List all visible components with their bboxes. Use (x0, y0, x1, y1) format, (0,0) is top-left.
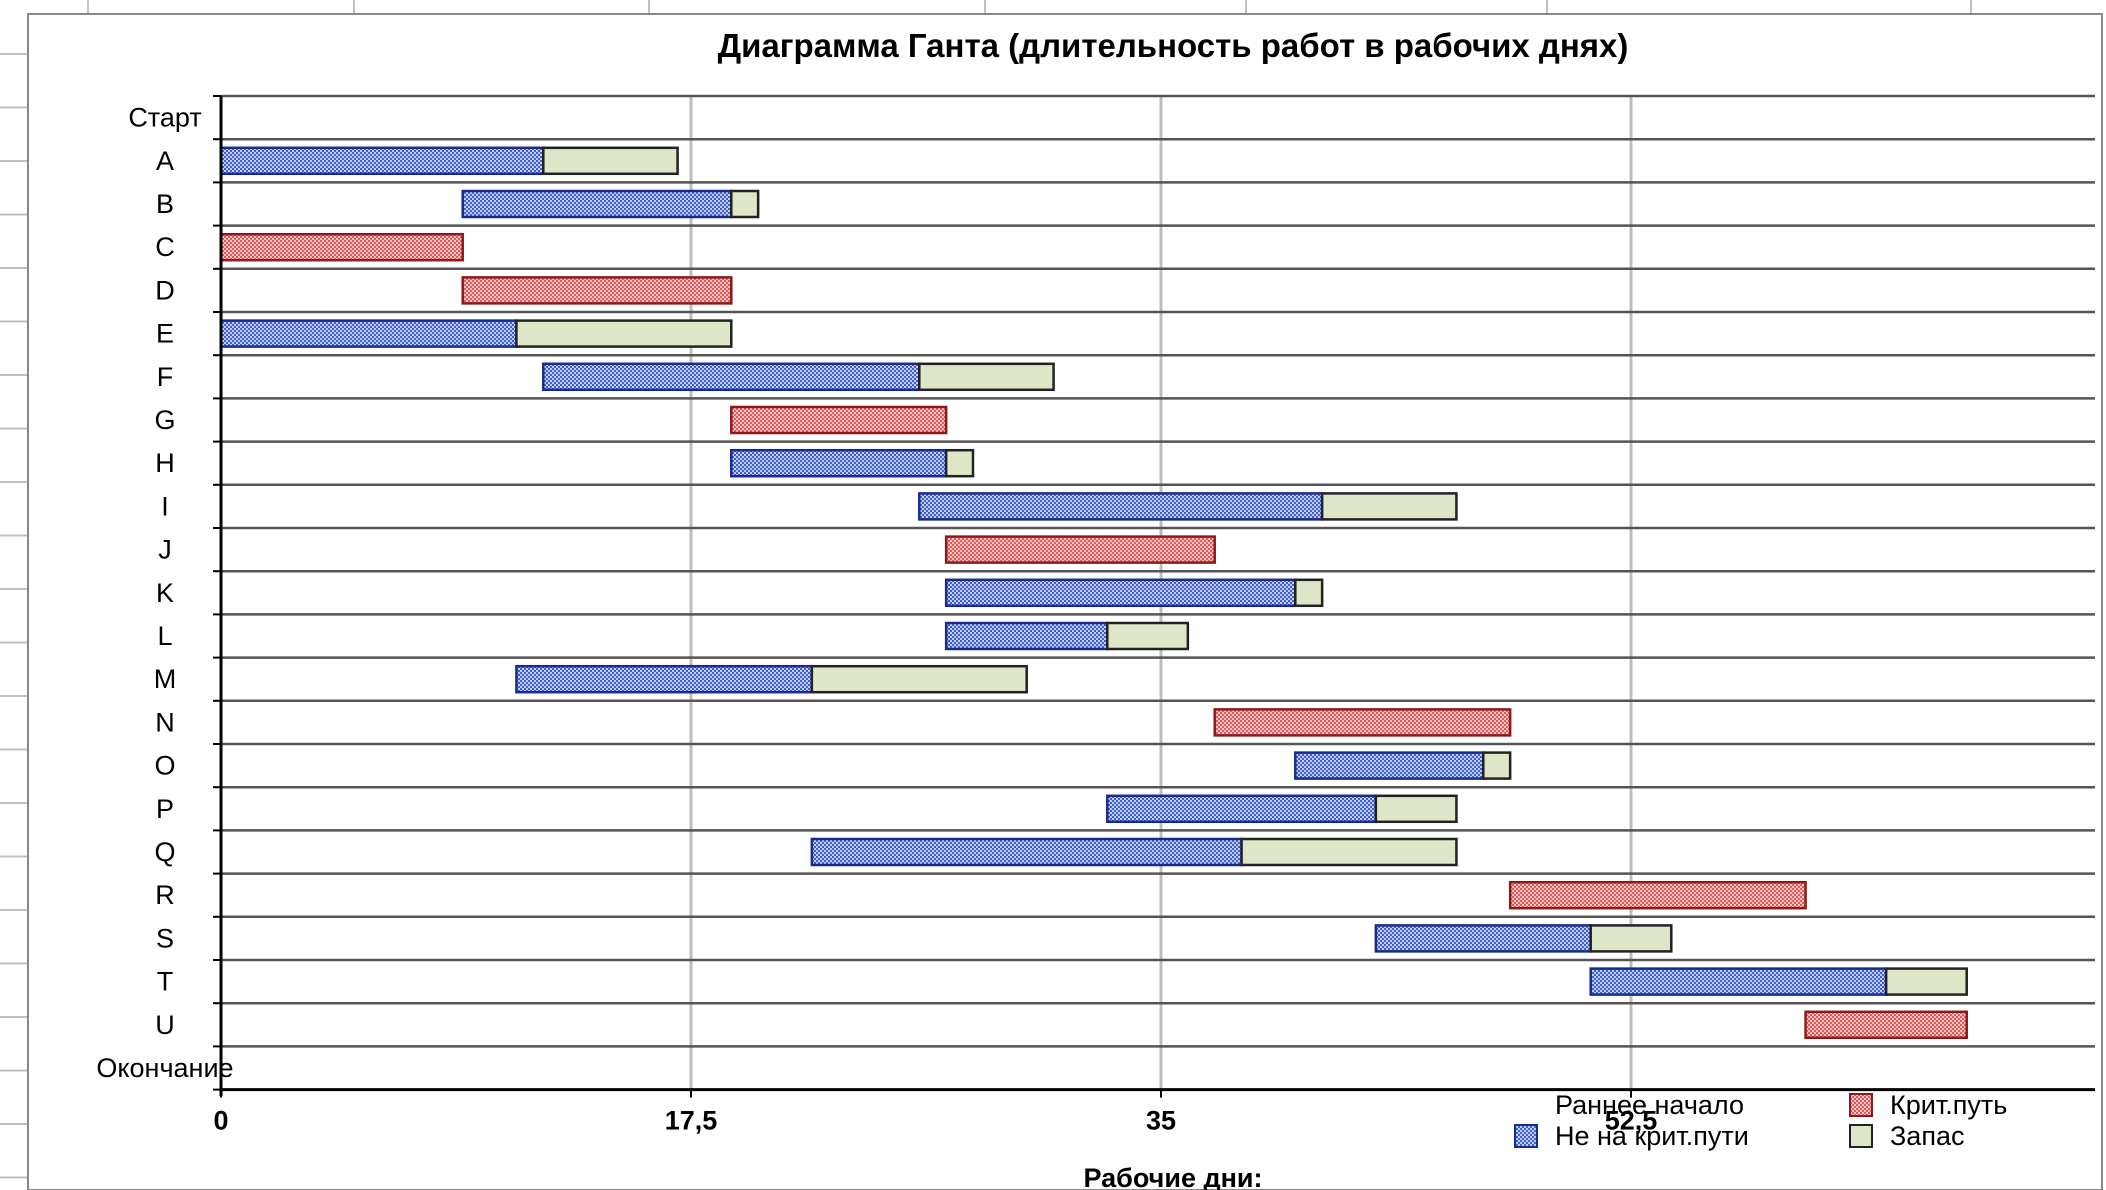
category-label: L (157, 621, 172, 651)
category-label: G (154, 405, 175, 435)
category-label: T (157, 967, 174, 997)
bar-noncritical (944, 621, 1109, 651)
legend-label: Раннее начало (1555, 1090, 1744, 1120)
category-label: J (158, 535, 172, 565)
category-label: Q (154, 837, 175, 867)
category-label: F (157, 362, 174, 392)
bar-slack (944, 448, 975, 478)
category-label: E (156, 319, 174, 349)
x-tick-label: 52,5 (1605, 1106, 1658, 1136)
bar-slack (1106, 621, 1190, 651)
bar-noncritical (810, 837, 1243, 867)
spreadsheet-grid (0, 0, 1972, 1179)
bar-noncritical (730, 448, 948, 478)
bar-critical (1508, 880, 1807, 910)
bar-noncritical (219, 319, 518, 348)
legend-swatch (1514, 1124, 1538, 1148)
bar-noncritical (1294, 751, 1485, 780)
x-tick-label: 0 (213, 1106, 228, 1136)
bar-slack (1884, 967, 1968, 996)
category-label: S (156, 923, 174, 953)
category-label: H (155, 448, 175, 478)
category-label: P (156, 794, 174, 824)
legend-swatch (1849, 1093, 1873, 1117)
category-label: C (155, 232, 175, 262)
category-label: N (155, 707, 175, 737)
legend-label: Запас (1890, 1121, 1964, 1151)
horizontal-gridlines (213, 94, 2095, 1092)
bar-noncritical (515, 664, 814, 694)
bar-noncritical (461, 189, 733, 219)
bar-slack (1294, 578, 1324, 608)
bar-slack (515, 319, 733, 348)
bar-slack (918, 362, 1055, 392)
bar-noncritical (1589, 967, 1888, 996)
bar-noncritical (918, 492, 1324, 521)
category-label: B (156, 189, 174, 219)
legend-label: Не на крит.пути (1555, 1121, 1749, 1151)
category-label: R (155, 880, 175, 910)
legend-swatch (1849, 1124, 1873, 1148)
bar-noncritical (219, 146, 545, 176)
category-label: I (161, 491, 169, 521)
legend: Раннее начало Крит.путь Не на крит.пути Зап… (1514, 1090, 2007, 1151)
bar-critical (1213, 708, 1512, 737)
bar-critical (1804, 1010, 1968, 1040)
bar-slack (542, 146, 679, 176)
category-label: Старт (128, 103, 201, 133)
bar-slack (1589, 924, 1673, 953)
x-axis-label: Рабочие дни: (1084, 1163, 1263, 1190)
bar-slack (1482, 751, 1512, 780)
bar-noncritical (1106, 794, 1378, 824)
bar-critical (944, 535, 1216, 564)
bar-noncritical (1374, 924, 1592, 953)
bar-critical (461, 276, 733, 305)
bar-slack (1320, 492, 1458, 521)
bar-slack (1374, 794, 1458, 824)
category-label: D (155, 275, 175, 305)
category-label: M (154, 664, 177, 694)
bar-noncritical (542, 362, 921, 392)
bar-critical (219, 232, 464, 262)
x-tick-label: 35 (1146, 1106, 1176, 1136)
bar-marks (219, 146, 1968, 1040)
category-label: U (155, 1010, 175, 1040)
category-label: O (154, 751, 175, 781)
x-tick-labels: 0 17,5 35 52,5 (213, 1089, 1658, 1136)
bar-slack (730, 189, 760, 219)
legend-label: Крит.путь (1890, 1090, 2007, 1120)
bar-slack (810, 664, 1028, 694)
category-label: A (156, 146, 174, 176)
category-label: Окончание (96, 1053, 233, 1083)
x-tick-label: 17,5 (665, 1106, 718, 1136)
bar-critical (730, 405, 948, 435)
bar-slack (1240, 837, 1458, 867)
bar-noncritical (944, 578, 1297, 608)
chart-title: Диаграмма Ганта (длительность работ в ра… (718, 27, 1629, 64)
category-label: K (156, 578, 174, 608)
